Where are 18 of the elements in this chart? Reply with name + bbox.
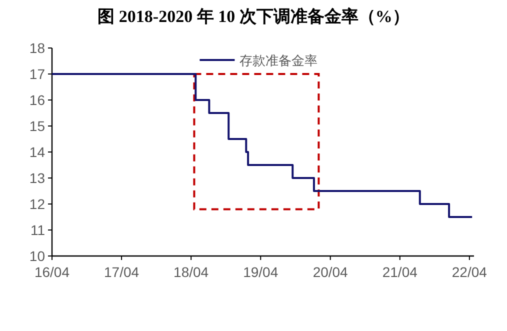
chart-title: 图 2018-2020 年 10 次下调准备金率（%） — [98, 7, 410, 26]
x-tick-label: 17/04 — [104, 264, 140, 280]
x-tick-label: 18/04 — [174, 264, 209, 280]
y-tick-label: 18 — [29, 40, 46, 56]
y-tick-label: 14 — [29, 144, 46, 160]
y-tick-label: 12 — [29, 196, 46, 212]
x-tick-label: 20/04 — [312, 264, 348, 280]
y-tick-label: 13 — [29, 170, 46, 186]
x-tick-label: 19/04 — [243, 264, 278, 280]
y-tick-label: 16 — [29, 92, 46, 108]
y-tick-label: 15 — [29, 118, 46, 134]
legend-label: 存款准备金率 — [240, 53, 318, 68]
x-tick-label: 21/04 — [382, 264, 418, 280]
y-tick-label: 11 — [30, 222, 46, 238]
x-tick-label: 16/04 — [34, 264, 70, 280]
x-tick-label: 22/04 — [452, 264, 488, 280]
y-tick-label: 17 — [29, 66, 46, 82]
y-tick-label: 10 — [29, 248, 46, 264]
